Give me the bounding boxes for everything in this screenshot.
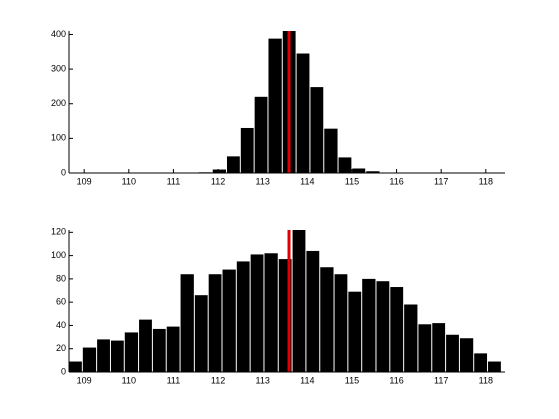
bar — [352, 168, 366, 173]
bar — [418, 324, 432, 372]
y-tick-label: 0 — [61, 167, 66, 177]
bar — [212, 169, 226, 173]
bar — [264, 253, 278, 372]
bar — [296, 53, 310, 174]
bar — [69, 361, 82, 372]
bar — [152, 328, 166, 372]
bar — [124, 332, 139, 372]
bar — [180, 274, 194, 372]
x-tick-label: 118 — [479, 176, 493, 186]
y-tick-label: 20 — [56, 343, 66, 353]
bar — [236, 261, 250, 372]
bar — [306, 250, 320, 372]
bar — [97, 339, 110, 372]
x-tick-label: 113 — [255, 176, 269, 186]
x-tick-label: 117 — [434, 176, 448, 186]
bar — [310, 87, 324, 173]
bar — [376, 281, 390, 372]
x-tick-label: 116 — [389, 176, 403, 186]
bar — [250, 254, 264, 372]
x-tick-label: 114 — [300, 375, 314, 385]
y-tick-label: 100 — [51, 250, 66, 260]
x-tick-label: 109 — [77, 375, 92, 385]
bar — [166, 326, 180, 372]
x-tick-label: 116 — [389, 375, 403, 385]
bar — [292, 230, 306, 372]
x-tick-label: 112 — [211, 375, 225, 385]
y-tick-label: 0 — [61, 366, 66, 376]
x-tick-label: 117 — [434, 375, 448, 385]
x-tick-label: 118 — [479, 375, 493, 385]
bar — [320, 267, 334, 372]
y-tick-label: 100 — [51, 133, 66, 143]
bar — [390, 287, 404, 372]
x-tick-label: 115 — [345, 375, 359, 385]
bar — [348, 291, 362, 372]
x-tick-label: 112 — [211, 176, 225, 186]
bar — [362, 278, 376, 372]
y-tick-label: 60 — [56, 297, 66, 307]
x-tick-label: 113 — [255, 375, 269, 385]
x-tick-label: 114 — [300, 176, 314, 186]
x-tick-label: 111 — [167, 176, 181, 186]
bar — [139, 319, 152, 372]
bar — [240, 127, 254, 173]
bar — [338, 157, 352, 173]
bar — [110, 340, 124, 372]
bar — [268, 38, 282, 174]
y-tick-label: 80 — [56, 273, 66, 283]
bar — [459, 338, 474, 372]
bar — [334, 274, 348, 372]
x-tick-label: 110 — [122, 375, 136, 385]
bar — [324, 128, 338, 173]
bar — [222, 269, 236, 372]
bar — [82, 347, 97, 372]
bar — [474, 353, 488, 372]
x-tick-label: 111 — [167, 375, 181, 385]
bar — [208, 274, 222, 372]
y-tick-label: 40 — [56, 320, 66, 330]
bar — [194, 295, 208, 372]
bar — [488, 361, 501, 372]
bar — [366, 171, 380, 173]
bar — [226, 156, 240, 173]
y-tick-label: 300 — [51, 63, 66, 73]
y-tick-label: 400 — [51, 29, 66, 39]
bar — [446, 334, 459, 372]
x-tick-label: 110 — [122, 176, 136, 186]
bar — [254, 96, 268, 173]
x-tick-label: 109 — [77, 176, 92, 186]
bar — [432, 323, 446, 372]
y-tick-label: 200 — [51, 98, 66, 108]
bar — [404, 304, 418, 372]
x-tick-label: 115 — [345, 176, 359, 186]
y-tick-label: 120 — [51, 227, 66, 237]
